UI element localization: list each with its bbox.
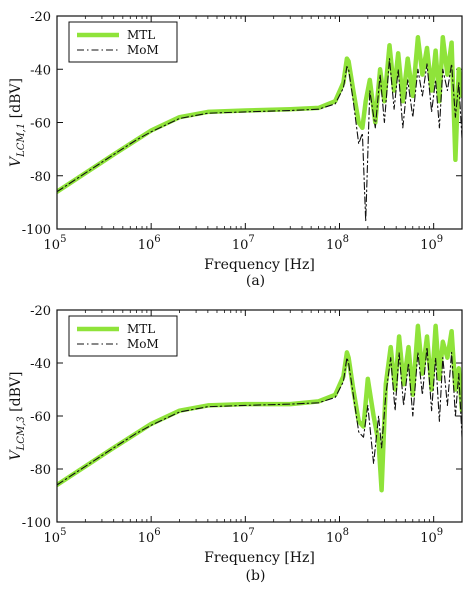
y-tick-label: -20 [30, 304, 51, 319]
y-axis-label: VLCM,1 [dBV] [8, 78, 27, 167]
y-tick-label: -80 [30, 170, 51, 185]
legend-label-mom: MoM [127, 43, 159, 57]
y-tick-label: -20 [30, 10, 51, 25]
y-tick-label: -60 [30, 117, 51, 132]
plot-frame [56, 309, 463, 523]
series-line-mom [57, 58, 462, 222]
chart-caption: (b) [246, 568, 266, 584]
x-axis-label: Frequency [Hz] [204, 257, 315, 273]
y-tick-label: -40 [30, 357, 51, 372]
legend-label-mtl: MTL [127, 322, 155, 336]
x-tick-label: 109 [420, 527, 443, 546]
x-tick-label: 107 [232, 527, 255, 546]
legend-label-mtl: MTL [127, 28, 155, 42]
x-tick-label: 107 [232, 234, 255, 253]
y-tick-label: -40 [30, 63, 51, 78]
series-group [57, 35, 462, 222]
y-tick-label: -60 [30, 410, 51, 425]
x-tick-label: 109 [420, 234, 443, 253]
x-axis-label: Frequency [Hz] [204, 550, 315, 566]
y-tick-label: -100 [22, 223, 51, 238]
legend-box [68, 315, 178, 357]
y-axis-label: VLCM,3 [dBV] [8, 372, 27, 461]
x-tick-label: 108 [326, 234, 349, 253]
y-tick-label: -80 [30, 463, 51, 478]
x-tick-label: 105 [44, 234, 67, 253]
chart-caption: (a) [246, 273, 265, 289]
x-tick-label: 108 [326, 527, 349, 546]
x-tick-label: 105 [44, 527, 67, 546]
y-tick-label: -100 [22, 516, 51, 531]
x-tick-label: 106 [138, 234, 161, 253]
series-line-mom [57, 346, 462, 486]
legend-box [68, 21, 178, 63]
series-group [57, 323, 462, 493]
x-tick-label: 106 [138, 527, 161, 546]
series-line-mtl [57, 323, 462, 493]
plot-frame [56, 15, 463, 230]
legend-label-mom: MoM [127, 337, 159, 351]
